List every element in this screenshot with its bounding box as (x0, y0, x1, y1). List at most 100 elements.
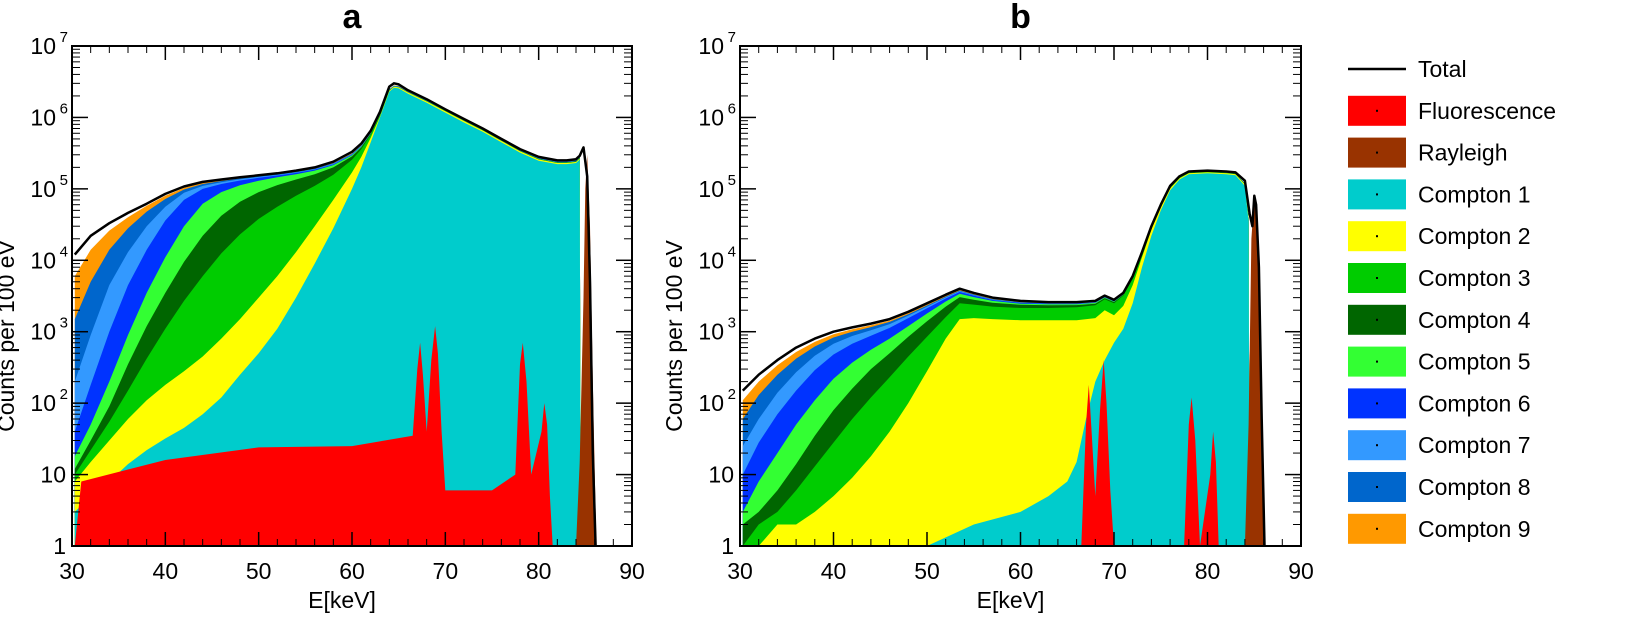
panel-a-area-fluorescence (74, 326, 553, 546)
panel-a-x-tick-label: 30 (59, 558, 85, 584)
legend-swatch-dot (1376, 109, 1378, 112)
panel-a-y-tick-label: 10 (30, 176, 56, 202)
panel-a-y-tick-label: 1 (53, 533, 66, 559)
legend-label-compton-4: Compton 4 (1418, 307, 1531, 333)
legend-item-rayleigh: Rayleigh (1348, 137, 1508, 168)
legend-label-compton-3: Compton 3 (1418, 265, 1531, 291)
legend-item-compton-2: Compton 2 (1348, 221, 1531, 252)
panel-a-x-tick-label: 50 (246, 558, 272, 584)
panel-a-y-tick-exponent: 5 (60, 172, 68, 189)
panel-b-y-tick-label: 10 (698, 247, 724, 273)
legend-item-compton-4: Compton 4 (1348, 304, 1531, 335)
legend-swatch-dot (1376, 527, 1378, 530)
panel-a-area-compton-1 (74, 87, 581, 546)
panel-b-y-tick-exponent: 3 (728, 315, 736, 332)
panel-a-y-tick-exponent: 7 (60, 29, 68, 46)
panel-a-x-tick-label: 60 (339, 558, 365, 584)
legend-label-compton-8: Compton 8 (1418, 474, 1531, 500)
panel-b-y-tick-exponent: 6 (728, 100, 736, 117)
panel-b-y-tick-label: 10 (698, 33, 724, 59)
panel-b-total-line (741, 169, 1266, 546)
panel-a-letter: a (343, 0, 363, 36)
panel-b-y-axis-title: Counts per 100 eV (661, 239, 687, 431)
panel-b-y-tick-label: 10 (698, 104, 724, 130)
panel-a-y-tick-label: 10 (40, 462, 66, 488)
panel-a-y-tick-label: 10 (30, 247, 56, 273)
panel-b-x-tick-label: 50 (914, 558, 940, 584)
legend: Total Fluorescence Rayleigh Compton 1 Compto… (1348, 56, 1556, 544)
legend-label-compton-5: Compton 5 (1418, 349, 1531, 375)
legend-label-rayleigh: Rayleigh (1418, 140, 1508, 166)
panel-a-x-tick-label: 70 (433, 558, 459, 584)
panel-b-x-tick-label: 30 (727, 558, 753, 584)
panel-a-y-tick-exponent: 4 (60, 243, 68, 260)
panel-b-y-tick-exponent: 7 (728, 29, 736, 46)
legend-item-fluorescence: Fluorescence (1348, 95, 1556, 126)
legend-label-total: Total (1418, 56, 1467, 82)
legend-swatch-dot (1376, 318, 1378, 321)
panel-a-x-tick-label: 90 (619, 558, 645, 584)
legend-label-compton-9: Compton 9 (1418, 516, 1531, 542)
legend-item-total: Total (1348, 56, 1467, 82)
panel-a-area-rayleigh (576, 154, 597, 546)
panel-b-y-tick-label: 10 (698, 319, 724, 345)
panel-a-x-tick-label: 80 (526, 558, 552, 584)
legend-label-compton-2: Compton 2 (1418, 223, 1531, 249)
legend-item-compton-5: Compton 5 (1348, 346, 1531, 377)
legend-item-compton-1: Compton 1 (1348, 179, 1531, 210)
panel-a-y-tick-label: 10 (30, 319, 56, 345)
panel-b-area-fluorescence (742, 360, 1222, 546)
panel-a-y-tick-label: 10 (30, 390, 56, 416)
legend-swatch-dot (1376, 444, 1378, 447)
panel-a-y-tick-exponent: 3 (60, 315, 68, 332)
legend-swatch-dot (1376, 193, 1378, 196)
legend-item-compton-9: Compton 9 (1348, 513, 1531, 544)
legend-item-compton-6: Compton 6 (1348, 388, 1531, 419)
legend-item-compton-7: Compton 7 (1348, 430, 1531, 461)
legend-label-fluorescence: Fluorescence (1418, 98, 1556, 124)
panel-b-y-tick-exponent: 5 (728, 172, 736, 189)
panel-b-y-tick-label: 10 (708, 462, 734, 488)
panel-b-y-tick-label: 10 (698, 390, 724, 416)
panel-a-total-line (73, 82, 597, 546)
legend-swatch-dot (1376, 151, 1378, 154)
legend-swatch-dot (1376, 402, 1378, 405)
panel-b-x-tick-label: 40 (821, 558, 847, 584)
panel-a-y-axis-title: Counts per 100 eV (0, 239, 19, 431)
panel-a-x-tick-label: 40 (153, 558, 179, 584)
legend-label-compton-1: Compton 1 (1418, 181, 1531, 207)
panel-b-area-rayleigh (1244, 195, 1266, 546)
legend-swatch-dot (1376, 486, 1378, 488)
panel-a-y-tick-label: 10 (30, 33, 56, 59)
panel-a-y-tick-label: 10 (30, 104, 56, 130)
panel-b-x-tick-label: 70 (1101, 558, 1127, 584)
legend-swatch-dot (1376, 360, 1378, 363)
legend-swatch-dot (1376, 235, 1378, 238)
panel-b-line-total (741, 169, 1266, 546)
legend-label-compton-6: Compton 6 (1418, 390, 1531, 416)
panel-b-x-tick-label: 80 (1195, 558, 1221, 584)
panel-b-areas (742, 171, 1266, 546)
panel-b-y-tick-exponent: 2 (728, 386, 736, 403)
panel-b-x-tick-label: 90 (1288, 558, 1314, 584)
panel-a-y-tick-exponent: 6 (60, 100, 68, 117)
panel-a-line-total (73, 82, 597, 546)
panel-b-y-tick-label: 10 (698, 176, 724, 202)
legend-item-compton-3: Compton 3 (1348, 263, 1531, 293)
legend-item-compton-8: Compton 8 (1348, 472, 1531, 502)
panel-a-y-tick-exponent: 2 (60, 386, 68, 403)
panel-b-x-axis-title: E[keV] (977, 587, 1045, 613)
panel-b-area-compton-1 (742, 173, 1250, 546)
legend-label-compton-7: Compton 7 (1418, 432, 1531, 458)
panel-b-y-tick-label: 1 (721, 533, 734, 559)
panel-a-areas (74, 85, 597, 546)
panel-a-x-axis-title: E[keV] (308, 587, 376, 613)
panel-b-y-tick-exponent: 4 (728, 243, 736, 260)
legend-swatch-dot (1376, 277, 1378, 279)
panel-b-x-tick-label: 60 (1008, 558, 1034, 584)
